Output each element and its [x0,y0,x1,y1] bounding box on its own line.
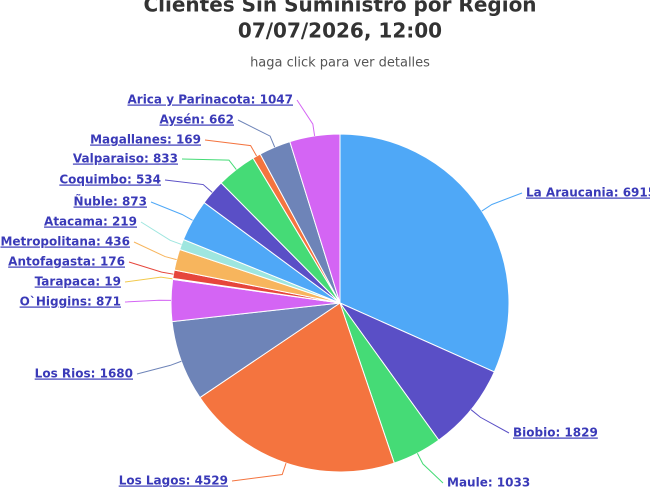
connector [128,261,174,275]
data-label[interactable]: Tarapaca: 19 [35,275,121,289]
data-label[interactable]: Biobio: 1829 [513,426,598,440]
connector [150,201,193,221]
data-label[interactable]: Los Lagos: 4529 [119,474,228,487]
data-label[interactable]: Valparaiso: 833 [73,152,178,166]
connector [124,299,172,303]
connector [204,139,258,157]
connector [136,360,182,375]
connector [231,462,287,482]
connector [140,221,182,245]
data-label[interactable]: Metropolitana: 436 [0,235,130,249]
pie-slice[interactable] [338,301,495,441]
connector [133,241,177,261]
connector [481,192,523,212]
data-label[interactable]: Arica y Parinacota: 1047 [127,93,293,107]
connector [124,276,173,283]
pie-slice[interactable] [289,133,341,304]
chart-title: Clientes Sin Suministro por Región [143,0,536,17]
data-label[interactable]: Los Rios: 1680 [35,367,133,381]
connector [181,158,237,170]
data-label[interactable]: O`Higgins: 871 [20,295,121,309]
data-label[interactable]: Maule: 1033 [447,476,530,487]
connector [416,453,444,484]
data-label[interactable]: Antofagasta: 176 [8,255,125,269]
connector [296,99,316,136]
chart-subtitle: haga click para ver detalles [250,56,430,71]
data-label[interactable]: Aysén: 662 [159,113,234,127]
pie-slice[interactable] [199,302,395,473]
connector [237,119,276,148]
chart-title: 07/07/2026, 12:00 [238,19,442,43]
data-label[interactable]: Magallanes: 169 [90,133,201,147]
data-label[interactable]: La Araucania: 6915 [526,186,650,200]
data-label[interactable]: Atacama: 219 [44,215,137,229]
connector [470,409,510,434]
data-label[interactable]: Coquimbo: 534 [59,173,161,187]
connector [164,179,213,193]
data-label[interactable]: Ñuble: 873 [74,194,147,209]
